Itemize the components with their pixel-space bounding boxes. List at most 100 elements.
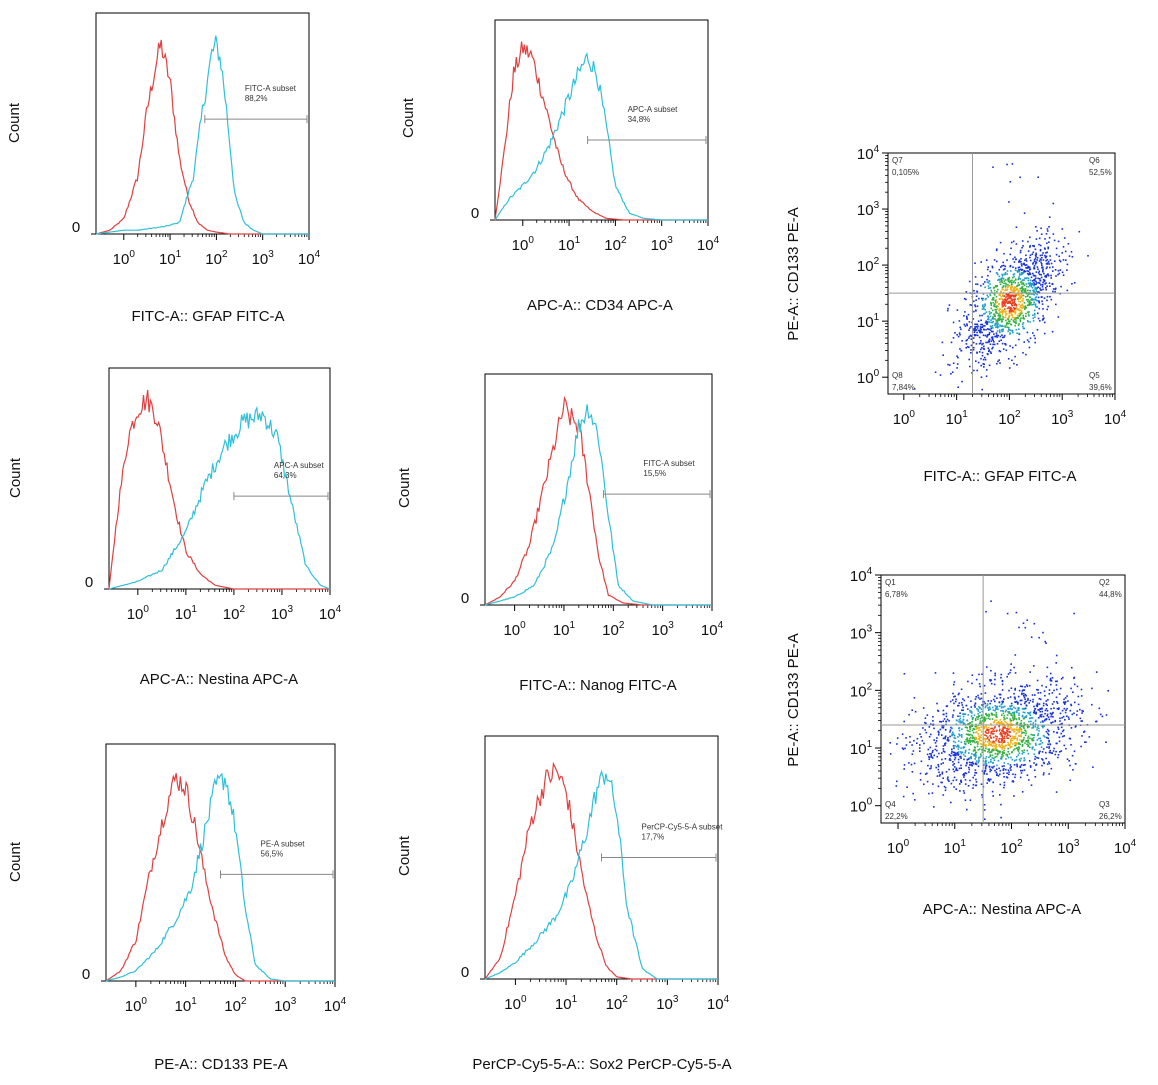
event-dot — [1009, 287, 1012, 290]
event-dot — [1091, 703, 1093, 706]
event-dot — [1000, 266, 1002, 268]
event-dot — [1066, 695, 1068, 697]
event-dot — [949, 757, 951, 760]
event-dot — [1001, 286, 1004, 289]
event-dot — [1080, 720, 1082, 722]
event-dot — [1098, 707, 1101, 710]
event-dot — [972, 753, 975, 756]
event-dot — [1061, 252, 1063, 254]
event-dot — [1022, 282, 1025, 284]
event-dot — [990, 727, 992, 730]
event-dot — [1015, 305, 1018, 307]
event-dot — [991, 321, 994, 324]
event-dot — [1004, 325, 1006, 327]
event-dot — [978, 336, 981, 339]
event-dot — [956, 363, 959, 365]
event-dot — [920, 736, 922, 738]
event-dot — [986, 336, 988, 338]
event-dot — [992, 743, 995, 745]
event-dot — [1020, 728, 1023, 731]
event-dot — [980, 693, 983, 695]
event-dot — [970, 757, 972, 760]
gate-percentage: 34,8% — [628, 115, 651, 124]
event-dot — [992, 733, 995, 735]
event-dot — [1046, 746, 1048, 748]
event-dot — [1022, 305, 1025, 308]
event-dot — [971, 725, 973, 727]
event-dot — [1009, 294, 1011, 297]
event-dot — [957, 386, 959, 388]
event-dot — [1014, 759, 1016, 762]
event-dot — [1009, 264, 1012, 267]
event-dot — [1047, 246, 1049, 249]
event-dot — [976, 369, 978, 372]
event-dot — [995, 739, 997, 742]
event-dot — [929, 753, 931, 755]
event-dot — [984, 738, 987, 741]
event-dot — [1081, 712, 1083, 714]
event-dot — [1005, 768, 1007, 771]
event-dot — [1021, 692, 1023, 695]
tick-exponent: 2 — [1017, 838, 1023, 849]
event-dot — [1042, 252, 1044, 254]
event-dot — [1032, 739, 1035, 742]
event-dot — [974, 326, 976, 328]
event-dot — [953, 786, 955, 788]
event-dot — [1038, 743, 1041, 746]
event-dot — [937, 764, 939, 766]
event-dot — [948, 780, 950, 782]
event-dot — [966, 761, 968, 764]
event-dot — [1008, 278, 1010, 280]
x-tick-label: 100 — [113, 249, 136, 268]
event-dot — [997, 323, 999, 325]
event-dot — [1071, 713, 1074, 716]
event-dot — [1042, 761, 1045, 764]
event-dot — [1034, 720, 1037, 723]
event-dot — [889, 753, 892, 755]
event-dot — [993, 341, 995, 343]
event-dot — [1046, 251, 1048, 254]
event-dot — [1047, 274, 1050, 277]
event-dot — [1003, 746, 1005, 748]
event-dot — [1033, 283, 1035, 285]
event-dot — [1055, 247, 1058, 250]
x-tick-label: 104 — [1114, 838, 1137, 857]
event-dot — [1002, 305, 1004, 307]
event-dot — [1063, 698, 1065, 701]
y-zero-label: 0 — [461, 964, 469, 981]
event-dot — [1033, 285, 1035, 287]
event-dot — [965, 704, 968, 707]
event-dot — [997, 313, 1000, 315]
event-dot — [988, 287, 990, 289]
event-dot — [910, 763, 913, 766]
event-dot — [966, 737, 968, 740]
event-dot — [1018, 717, 1020, 719]
event-dot — [990, 326, 993, 329]
event-dot — [959, 333, 961, 336]
event-dot — [1054, 680, 1057, 683]
event-dot — [1033, 245, 1035, 248]
event-dot — [958, 719, 961, 721]
event-dot — [989, 708, 992, 710]
event-dot — [1031, 297, 1033, 300]
event-dot — [988, 748, 991, 750]
event-dot — [970, 715, 973, 717]
tick-exponent: 3 — [673, 994, 679, 1005]
event-dot — [1054, 288, 1057, 290]
event-dot — [918, 747, 921, 749]
event-dot — [1056, 731, 1058, 734]
event-dot — [990, 700, 993, 702]
event-dot — [924, 729, 926, 731]
event-dot — [994, 705, 996, 707]
event-dot — [1023, 269, 1026, 272]
event-dot — [1049, 743, 1052, 746]
event-dot — [1036, 679, 1039, 682]
event-dot — [938, 752, 940, 755]
event-dot — [1016, 701, 1019, 704]
event-dot — [988, 350, 990, 352]
event-dot — [1038, 752, 1040, 755]
event-dot — [1015, 718, 1018, 720]
event-dot — [997, 750, 1000, 752]
event-dot — [1017, 282, 1020, 284]
event-dot — [1032, 734, 1034, 736]
